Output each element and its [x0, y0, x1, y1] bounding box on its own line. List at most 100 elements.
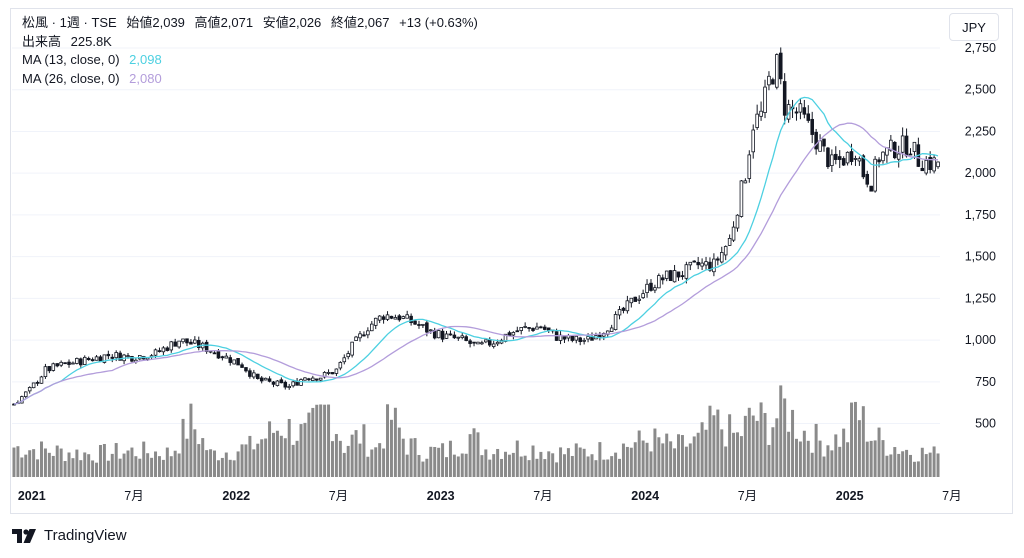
volume-bar — [614, 452, 618, 477]
volume-bar — [936, 453, 940, 477]
candle-body — [688, 261, 693, 266]
candle-body — [413, 320, 417, 325]
volume-bar — [523, 455, 527, 477]
volume-bar — [445, 457, 449, 477]
volume-bar — [51, 455, 55, 477]
candle-body — [802, 107, 807, 115]
volume-bar — [130, 447, 134, 477]
volume-bar — [55, 445, 59, 477]
candle-body — [204, 341, 209, 352]
volume-bar — [197, 444, 201, 477]
x-tick-label: 7月 — [942, 489, 961, 503]
volume-bar — [366, 456, 370, 477]
candle-body — [401, 316, 406, 319]
volume-bar — [63, 461, 67, 477]
volume-bar — [161, 459, 165, 477]
candle-body — [794, 111, 799, 114]
candle-body — [837, 156, 842, 160]
volume-bar — [378, 443, 382, 477]
candle-body — [417, 324, 421, 326]
candle-body — [436, 330, 441, 339]
brand-name: TradingView — [44, 527, 127, 544]
volume-row: 出来高 225.8K — [22, 33, 478, 52]
ma13-row[interactable]: MA (13, close, 0) 2,098 — [22, 51, 478, 70]
volume-bar — [268, 421, 272, 477]
volume-bar — [386, 404, 390, 477]
volume-bar — [413, 438, 417, 477]
candle-body — [586, 336, 590, 340]
currency-button[interactable]: JPY — [949, 13, 999, 41]
volume-bar — [802, 430, 806, 477]
candle-body — [220, 356, 225, 359]
volume-bar — [869, 440, 873, 477]
volume-bar — [405, 454, 409, 477]
candle-body — [373, 317, 378, 326]
volume-bar — [220, 457, 224, 477]
volume-bar — [794, 438, 798, 477]
tradingview-logo[interactable]: TradingView — [12, 527, 127, 544]
x-tick-label: 7月 — [124, 489, 143, 503]
candle-body — [82, 356, 87, 365]
volume-bar — [708, 405, 712, 477]
candle-body — [755, 113, 759, 128]
candle-body — [429, 329, 433, 332]
ma26-value: 2,080 — [129, 70, 162, 86]
candle-body — [861, 155, 866, 178]
ma13-value: 2,098 — [129, 52, 162, 67]
volume-bar — [677, 434, 681, 477]
volume-bar — [507, 454, 511, 477]
candle-body — [106, 353, 111, 357]
volume-bar — [75, 449, 79, 477]
volume-bar — [555, 462, 559, 477]
volume-bar — [645, 442, 649, 477]
volume-bar — [724, 446, 728, 477]
volume-bar — [810, 452, 814, 477]
volume-bar — [618, 458, 622, 477]
interval[interactable]: 1週 — [59, 15, 80, 30]
volume-bar — [743, 415, 747, 477]
candle-body — [90, 359, 95, 362]
candle-body — [421, 323, 425, 326]
candle-body — [55, 363, 59, 367]
candle-body — [358, 333, 362, 339]
high-value: 2,071 — [220, 15, 254, 30]
candle-body — [503, 333, 508, 342]
volume-bar — [759, 402, 763, 477]
candle-body — [303, 377, 307, 381]
ma26-row[interactable]: MA (26, close, 0) 2,080 — [22, 70, 478, 89]
volume-bar — [193, 429, 197, 477]
candle-body — [444, 333, 449, 339]
ma13-line — [13, 96, 939, 405]
candle-body — [664, 270, 669, 279]
candle-body — [102, 354, 107, 363]
volume-bar — [464, 453, 468, 477]
ma26-line — [13, 122, 939, 405]
volume-bar — [916, 461, 920, 477]
volume-bar — [98, 445, 102, 477]
candle-body — [700, 262, 704, 267]
x-tick-label: 7月 — [738, 489, 757, 503]
candle-body — [67, 361, 71, 365]
volume-bar — [570, 455, 574, 477]
volume-bar — [209, 449, 213, 477]
volume-bar — [213, 450, 217, 477]
candle-body — [574, 335, 579, 341]
volume-bar — [189, 403, 193, 477]
volume-bar — [798, 441, 802, 477]
y-tick-label: 2,750 — [965, 41, 996, 55]
volume-bar — [881, 440, 885, 477]
volume-bar — [865, 441, 869, 477]
symbol-name[interactable]: 松風 — [22, 15, 49, 30]
candle-body — [181, 338, 185, 343]
volume-label[interactable]: 出来高 — [22, 33, 62, 49]
volume-bar — [248, 435, 252, 477]
candle-body — [23, 391, 28, 398]
volume-bar — [696, 432, 700, 477]
volume-bar — [590, 454, 594, 477]
volume-bar — [602, 459, 606, 477]
volume-bar — [692, 436, 696, 477]
candle-body — [350, 341, 354, 356]
candle-body — [900, 135, 905, 153]
candle-body — [546, 327, 551, 331]
